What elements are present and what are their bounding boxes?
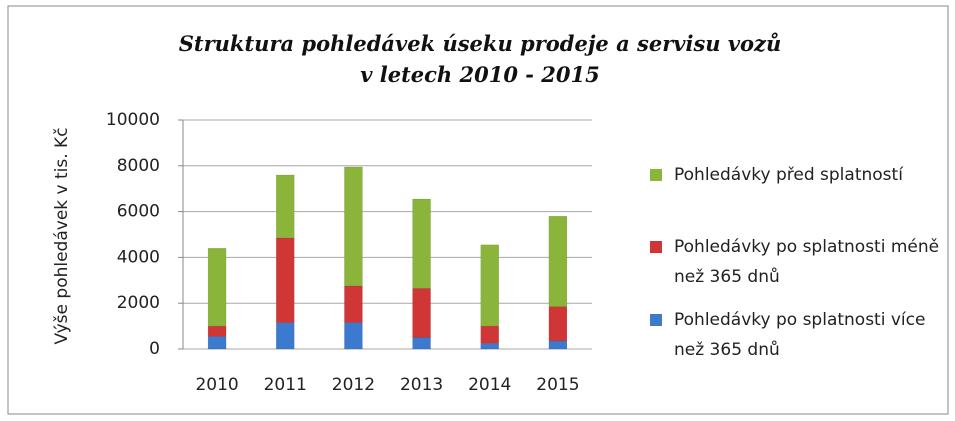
- bar-segment: [548, 340, 568, 350]
- bar-segment: [344, 166, 363, 287]
- bar-segment: [276, 237, 295, 323]
- x-tick-label: 2012: [332, 375, 375, 395]
- legend-label: Pohledávky po splatnosti méně než 365 dn…: [674, 237, 940, 287]
- bar-segment: [412, 288, 431, 338]
- chart-title: Struktura pohledávek úseku prodeje a ser…: [178, 31, 782, 87]
- bar-segment: [344, 322, 363, 350]
- bar-segment: [548, 215, 568, 307]
- legend-swatch: [650, 241, 662, 253]
- x-tick-label: 2014: [468, 375, 511, 395]
- bar-segment: [480, 343, 499, 350]
- bar-segment: [207, 247, 227, 327]
- legend-item: Pohledávky po splatnosti více než 365 dn…: [650, 305, 950, 365]
- y-tick-label: 2000: [117, 293, 160, 313]
- bar-segment: [207, 336, 227, 350]
- bar-segment: [412, 198, 431, 289]
- y-tick-label: 6000: [117, 202, 160, 222]
- legend-label: Pohledávky po splatnosti více než 365 dn…: [674, 310, 926, 360]
- x-tick-label: 2011: [264, 375, 307, 395]
- bar-segment: [548, 306, 568, 342]
- chart-frame: [7, 5, 949, 415]
- legend-item: Pohledávky po splatnosti méně než 365 dn…: [650, 232, 950, 292]
- bar-segment: [480, 325, 499, 344]
- bar-segment: [207, 325, 227, 337]
- legend-swatch: [650, 314, 662, 326]
- legend-item: Pohledávky před splatností: [650, 160, 950, 190]
- x-tick-label: 2015: [536, 375, 579, 395]
- x-tick-label: 2013: [400, 375, 443, 395]
- legend-swatch: [650, 169, 662, 181]
- y-tick-label: 8000: [117, 156, 160, 176]
- y-tick-label: 0: [149, 339, 160, 359]
- bar-segment: [276, 322, 295, 350]
- bar-segment: [412, 337, 431, 350]
- bar-segment: [480, 244, 499, 327]
- bar-segment: [344, 285, 363, 323]
- legend-label: Pohledávky před splatností: [674, 165, 903, 185]
- y-axis-label: Výše pohledávek v tis. Kč: [52, 127, 72, 344]
- bar-segment: [276, 174, 295, 239]
- y-tick-label: 10000: [106, 110, 160, 130]
- y-tick-label: 4000: [117, 247, 160, 267]
- x-tick-label: 2010: [195, 375, 238, 395]
